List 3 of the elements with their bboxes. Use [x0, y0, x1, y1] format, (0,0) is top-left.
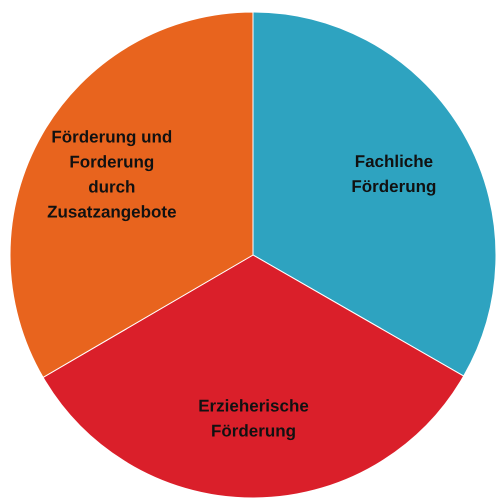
slice-label: Fachliche Förderung [351, 151, 436, 196]
slice-label: Erzieherische Förderung [198, 396, 309, 440]
slice-label: Förderung und Forderung durch Zusatzangebote [47, 126, 177, 221]
